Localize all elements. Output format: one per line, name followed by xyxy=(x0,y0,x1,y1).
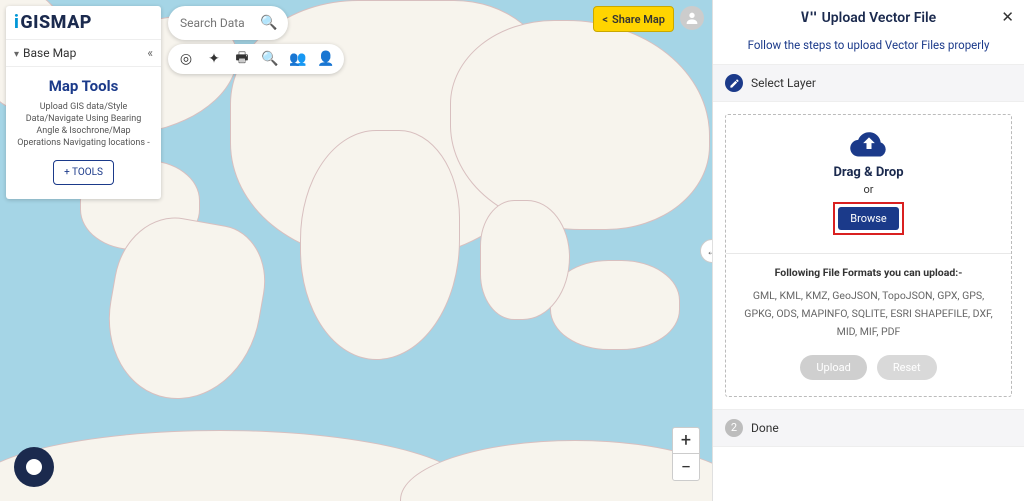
upload-panel: V"Upload Vector File ✕ Follow the steps … xyxy=(712,0,1024,501)
search-icon[interactable]: 🔍 xyxy=(260,15,277,31)
map-tools-title: Map Tools xyxy=(14,77,153,95)
formats-title: Following File Formats you can upload:- xyxy=(740,266,997,279)
add-user-icon[interactable]: 👤 xyxy=(318,51,334,67)
upload-button[interactable]: Upload xyxy=(800,355,866,380)
map-toolbar: ◎ ✦ 🖶 🔍 👥 👤 xyxy=(168,44,344,74)
cloud-upload-icon xyxy=(848,129,890,159)
zoom-tool-icon[interactable]: 🔍 xyxy=(262,51,278,67)
logo-prefix: i xyxy=(14,12,19,33)
map-tools-card: Map Tools Upload GIS data/Style Data/Nav… xyxy=(6,67,161,199)
zoom-in-button[interactable]: + xyxy=(673,428,699,454)
basemap-toggle[interactable]: ▾Base Map « xyxy=(6,40,161,67)
landmass xyxy=(450,20,710,230)
tools-button[interactable]: + TOOLS xyxy=(53,160,114,185)
map-tools-desc: Upload GIS data/Style Data/Navigate Usin… xyxy=(14,101,153,150)
app-root: iGISMAP ▾Base Map « Map Tools Upload GIS… xyxy=(0,0,1024,501)
share-label: Share Map xyxy=(612,13,665,26)
user-avatar[interactable] xyxy=(680,6,704,30)
logo[interactable]: iGISMAP xyxy=(6,6,161,40)
landmass xyxy=(550,260,680,350)
search-bar[interactable]: 🔍 xyxy=(168,6,288,40)
landmass xyxy=(0,430,470,501)
drop-zone[interactable]: Drag & Drop or Browse xyxy=(726,115,1011,253)
close-icon[interactable]: ✕ xyxy=(1001,8,1014,26)
search-input[interactable] xyxy=(180,16,260,30)
browse-button[interactable]: Browse xyxy=(838,207,899,230)
browse-highlight: Browse xyxy=(833,202,904,235)
collapse-icon[interactable]: « xyxy=(147,46,153,60)
panel-resize-handle[interactable]: ↔ xyxy=(700,239,712,263)
map-canvas[interactable]: iGISMAP ▾Base Map « Map Tools Upload GIS… xyxy=(0,0,712,501)
formats-section: Following File Formats you can upload:- … xyxy=(726,253,1011,396)
panel-title: V"Upload Vector File xyxy=(713,10,1024,26)
panel-header: V"Upload Vector File ✕ xyxy=(713,0,1024,32)
left-panel: iGISMAP ▾Base Map « Map Tools Upload GIS… xyxy=(6,6,161,199)
step1-label: Select Layer xyxy=(751,76,816,90)
action-buttons: Upload Reset xyxy=(740,355,997,380)
share-map-button[interactable]: < Share Map xyxy=(593,6,674,32)
reset-button[interactable]: Reset xyxy=(877,355,937,380)
share-icon: < xyxy=(602,13,608,26)
basemap-label: ▾Base Map xyxy=(14,46,76,60)
locate-icon[interactable]: ◎ xyxy=(178,51,194,67)
chat-bubble-button[interactable] xyxy=(14,447,54,487)
landmass xyxy=(300,130,460,360)
logo-text: GISMAP xyxy=(20,12,92,33)
layers-icon[interactable]: ✦ xyxy=(206,51,222,67)
person-icon xyxy=(684,10,700,26)
formats-list: GML, KML, KMZ, GeoJSON, TopoJSON, GPX, G… xyxy=(740,287,997,341)
zoom-controls: + − xyxy=(672,427,700,481)
step2-badge: 2 xyxy=(725,419,743,437)
print-icon[interactable]: 🖶 xyxy=(234,47,250,71)
panel-subtitle: Follow the steps to upload Vector Files … xyxy=(713,32,1024,64)
step-done[interactable]: 2 Done xyxy=(713,409,1024,447)
step2-label: Done xyxy=(751,421,779,435)
step-select-layer[interactable]: Select Layer xyxy=(713,64,1024,102)
landmass xyxy=(400,440,712,501)
edit-icon xyxy=(725,74,743,92)
drop-or: or xyxy=(736,183,1001,196)
zoom-out-button[interactable]: − xyxy=(673,454,699,480)
upload-area: Drag & Drop or Browse Following File For… xyxy=(725,114,1012,397)
drop-title: Drag & Drop xyxy=(736,165,1001,180)
users-icon[interactable]: 👥 xyxy=(290,51,306,67)
